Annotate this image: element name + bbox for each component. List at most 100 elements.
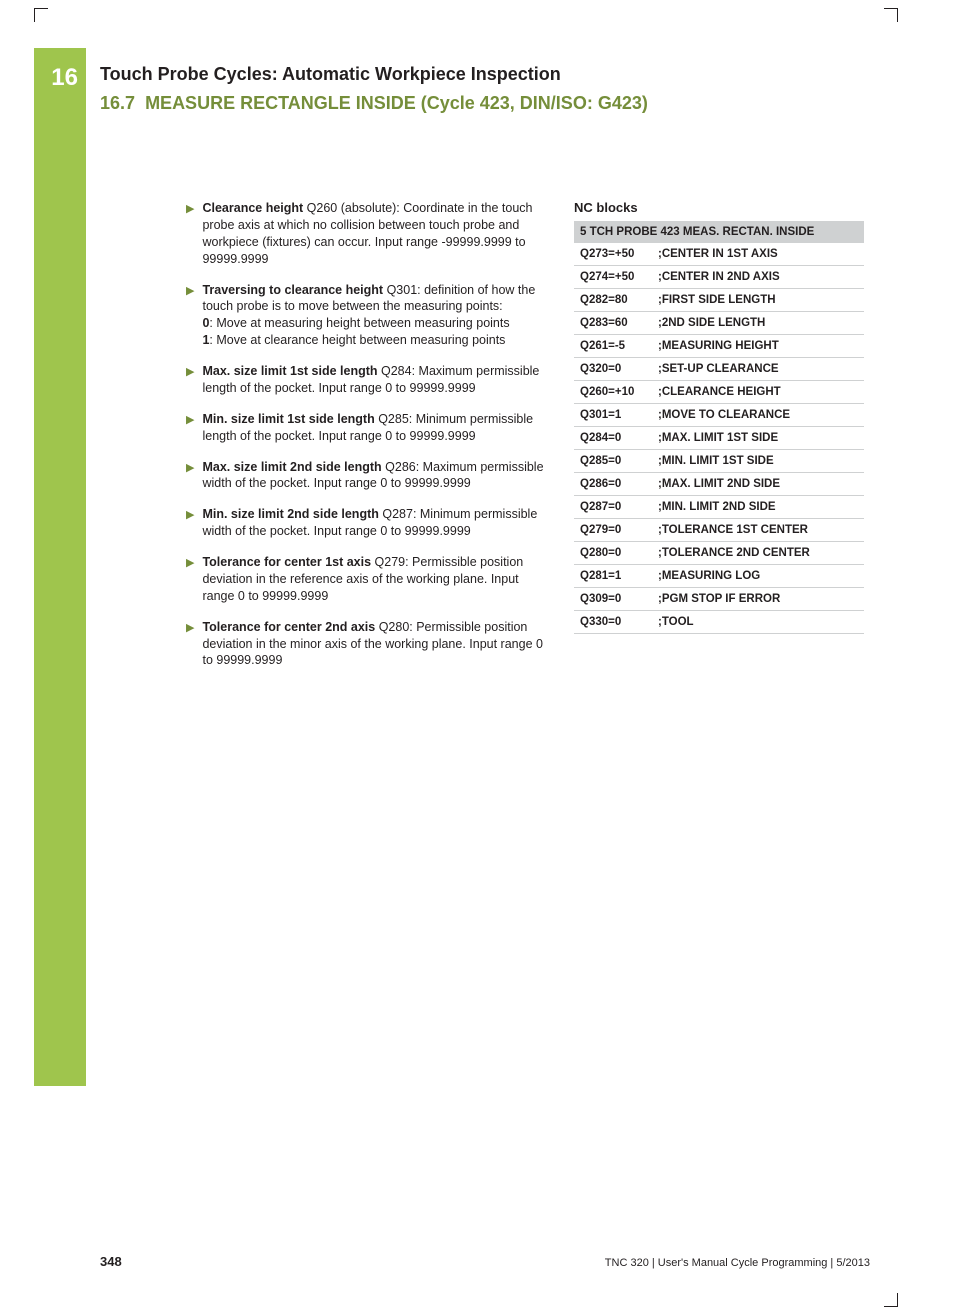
triangle-icon: ▶ <box>186 413 194 445</box>
page-number: 348 <box>100 1254 122 1269</box>
heading-main: Touch Probe Cycles: Automatic Workpiece … <box>100 64 860 85</box>
nc-desc: ;TOLERANCE 1ST CENTER <box>652 519 864 542</box>
nc-desc: ;MEASURING HEIGHT <box>652 335 864 358</box>
heading-sub-title: MEASURE RECTANGLE INSIDE (Cycle 423, DIN… <box>145 93 648 113</box>
parameter-text: Max. size limit 2nd side length Q286: Ma… <box>202 459 546 493</box>
parameter-item: ▶Max. size limit 2nd side length Q286: M… <box>186 459 546 493</box>
nc-param: Q274=+50 <box>574 266 652 289</box>
nc-header-row: 5 TCH PROBE 423 MEAS. RECTAN. INSIDE <box>574 221 864 243</box>
nc-row: Q281=1;MEASURING LOG <box>574 565 864 588</box>
nc-desc: ;CLEARANCE HEIGHT <box>652 381 864 404</box>
nc-row: Q279=0;TOLERANCE 1ST CENTER <box>574 519 864 542</box>
heading-sub-num: 16.7 <box>100 93 135 113</box>
nc-param: Q260=+10 <box>574 381 652 404</box>
crop-mark <box>884 1293 898 1307</box>
nc-row: Q260=+10;CLEARANCE HEIGHT <box>574 381 864 404</box>
parameter-bold: Max. size limit 1st side length <box>202 364 377 378</box>
nc-row: Q320=0;SET-UP CLEARANCE <box>574 358 864 381</box>
nc-desc: ;CENTER IN 2ND AXIS <box>652 266 864 289</box>
nc-desc: ;2ND SIDE LENGTH <box>652 312 864 335</box>
nc-row: Q284=0;MAX. LIMIT 1ST SIDE <box>574 427 864 450</box>
parameter-item: ▶Min. size limit 1st side length Q285: M… <box>186 411 546 445</box>
chapter-number: 16 <box>34 64 86 92</box>
nc-row: Q274=+50;CENTER IN 2ND AXIS <box>574 266 864 289</box>
triangle-icon: ▶ <box>186 461 194 493</box>
nc-param: Q309=0 <box>574 588 652 611</box>
nc-row: Q280=0;TOLERANCE 2ND CENTER <box>574 542 864 565</box>
parameter-item: ▶Clearance height Q260 (absolute): Coord… <box>186 200 546 268</box>
nc-row: Q285=0;MIN. LIMIT 1ST SIDE <box>574 450 864 473</box>
nc-desc: ;CENTER IN 1ST AXIS <box>652 243 864 266</box>
nc-desc: ;SET-UP CLEARANCE <box>652 358 864 381</box>
nc-desc: ;MIN. LIMIT 2ND SIDE <box>652 496 864 519</box>
nc-row: Q283=60;2ND SIDE LENGTH <box>574 312 864 335</box>
triangle-icon: ▶ <box>186 508 194 540</box>
nc-row: Q273=+50;CENTER IN 1ST AXIS <box>574 243 864 266</box>
parameter-bold: Traversing to clearance height <box>202 283 383 297</box>
triangle-icon: ▶ <box>186 284 194 350</box>
page-footer: 348 TNC 320 | User's Manual Cycle Progra… <box>100 1254 870 1269</box>
triangle-icon: ▶ <box>186 202 194 268</box>
parameter-item: ▶Tolerance for center 2nd axis Q280: Per… <box>186 619 546 670</box>
nc-row: Q330=0;TOOL <box>574 611 864 634</box>
crop-mark <box>884 8 898 22</box>
nc-desc: ;MOVE TO CLEARANCE <box>652 404 864 427</box>
nc-row: Q309=0;PGM STOP IF ERROR <box>574 588 864 611</box>
nc-header-cell: 5 TCH PROBE 423 MEAS. RECTAN. INSIDE <box>574 221 864 243</box>
nc-param: Q261=-5 <box>574 335 652 358</box>
nc-blocks-title: NC blocks <box>574 200 864 215</box>
parameter-text: Min. size limit 1st side length Q285: Mi… <box>202 411 546 445</box>
crop-mark <box>34 8 48 22</box>
chapter-sidebar <box>34 48 86 1086</box>
nc-row: Q282=80;FIRST SIDE LENGTH <box>574 289 864 312</box>
triangle-icon: ▶ <box>186 621 194 670</box>
parameter-text: Min. size limit 2nd side length Q287: Mi… <box>202 506 546 540</box>
triangle-icon: ▶ <box>186 365 194 397</box>
parameter-bold: Tolerance for center 2nd axis <box>202 620 375 634</box>
nc-param: Q320=0 <box>574 358 652 381</box>
nc-row: Q286=0;MAX. LIMIT 2ND SIDE <box>574 473 864 496</box>
nc-desc: ;MEASURING LOG <box>652 565 864 588</box>
parameter-bold: Max. size limit 2nd side length <box>202 460 381 474</box>
nc-param: Q285=0 <box>574 450 652 473</box>
nc-param: Q280=0 <box>574 542 652 565</box>
nc-param: Q287=0 <box>574 496 652 519</box>
heading-sub: 16.7 MEASURE RECTANGLE INSIDE (Cycle 423… <box>100 93 860 114</box>
parameter-bold: Min. size limit 1st side length <box>202 412 374 426</box>
nc-desc: ;MAX. LIMIT 2ND SIDE <box>652 473 864 496</box>
nc-param: Q286=0 <box>574 473 652 496</box>
footer-text: TNC 320 | User's Manual Cycle Programmin… <box>605 1257 870 1269</box>
nc-param: Q301=1 <box>574 404 652 427</box>
parameter-extra-bold: 1 <box>202 333 209 347</box>
nc-desc: ;FIRST SIDE LENGTH <box>652 289 864 312</box>
parameter-text: Max. size limit 1st side length Q284: Ma… <box>202 363 546 397</box>
nc-blocks-panel: NC blocks 5 TCH PROBE 423 MEAS. RECTAN. … <box>574 200 864 683</box>
parameter-text: Tolerance for center 2nd axis Q280: Perm… <box>202 619 546 670</box>
nc-param: Q281=1 <box>574 565 652 588</box>
parameter-item: ▶Traversing to clearance height Q301: de… <box>186 282 546 350</box>
parameter-bold: Clearance height <box>202 201 303 215</box>
nc-param: Q279=0 <box>574 519 652 542</box>
nc-desc: ;TOLERANCE 2ND CENTER <box>652 542 864 565</box>
nc-desc: ;MAX. LIMIT 1ST SIDE <box>652 427 864 450</box>
nc-blocks-table: 5 TCH PROBE 423 MEAS. RECTAN. INSIDE Q27… <box>574 221 864 634</box>
nc-row: Q287=0;MIN. LIMIT 2ND SIDE <box>574 496 864 519</box>
nc-desc: ;PGM STOP IF ERROR <box>652 588 864 611</box>
parameter-text: Traversing to clearance height Q301: def… <box>202 282 546 350</box>
parameter-item: ▶Max. size limit 1st side length Q284: M… <box>186 363 546 397</box>
parameter-item: ▶Tolerance for center 1st axis Q279: Per… <box>186 554 546 605</box>
nc-desc: ;MIN. LIMIT 1ST SIDE <box>652 450 864 473</box>
parameter-list: ▶Clearance height Q260 (absolute): Coord… <box>186 200 546 683</box>
triangle-icon: ▶ <box>186 556 194 605</box>
nc-param: Q282=80 <box>574 289 652 312</box>
parameter-item: ▶Min. size limit 2nd side length Q287: M… <box>186 506 546 540</box>
parameter-text: Clearance height Q260 (absolute): Coordi… <box>202 200 546 268</box>
nc-row: Q261=-5;MEASURING HEIGHT <box>574 335 864 358</box>
parameter-bold: Tolerance for center 1st axis <box>202 555 371 569</box>
parameter-bold: Min. size limit 2nd side length <box>202 507 378 521</box>
nc-param: Q283=60 <box>574 312 652 335</box>
heading-block: Touch Probe Cycles: Automatic Workpiece … <box>100 64 860 114</box>
nc-param: Q284=0 <box>574 427 652 450</box>
nc-param: Q330=0 <box>574 611 652 634</box>
nc-row: Q301=1;MOVE TO CLEARANCE <box>574 404 864 427</box>
